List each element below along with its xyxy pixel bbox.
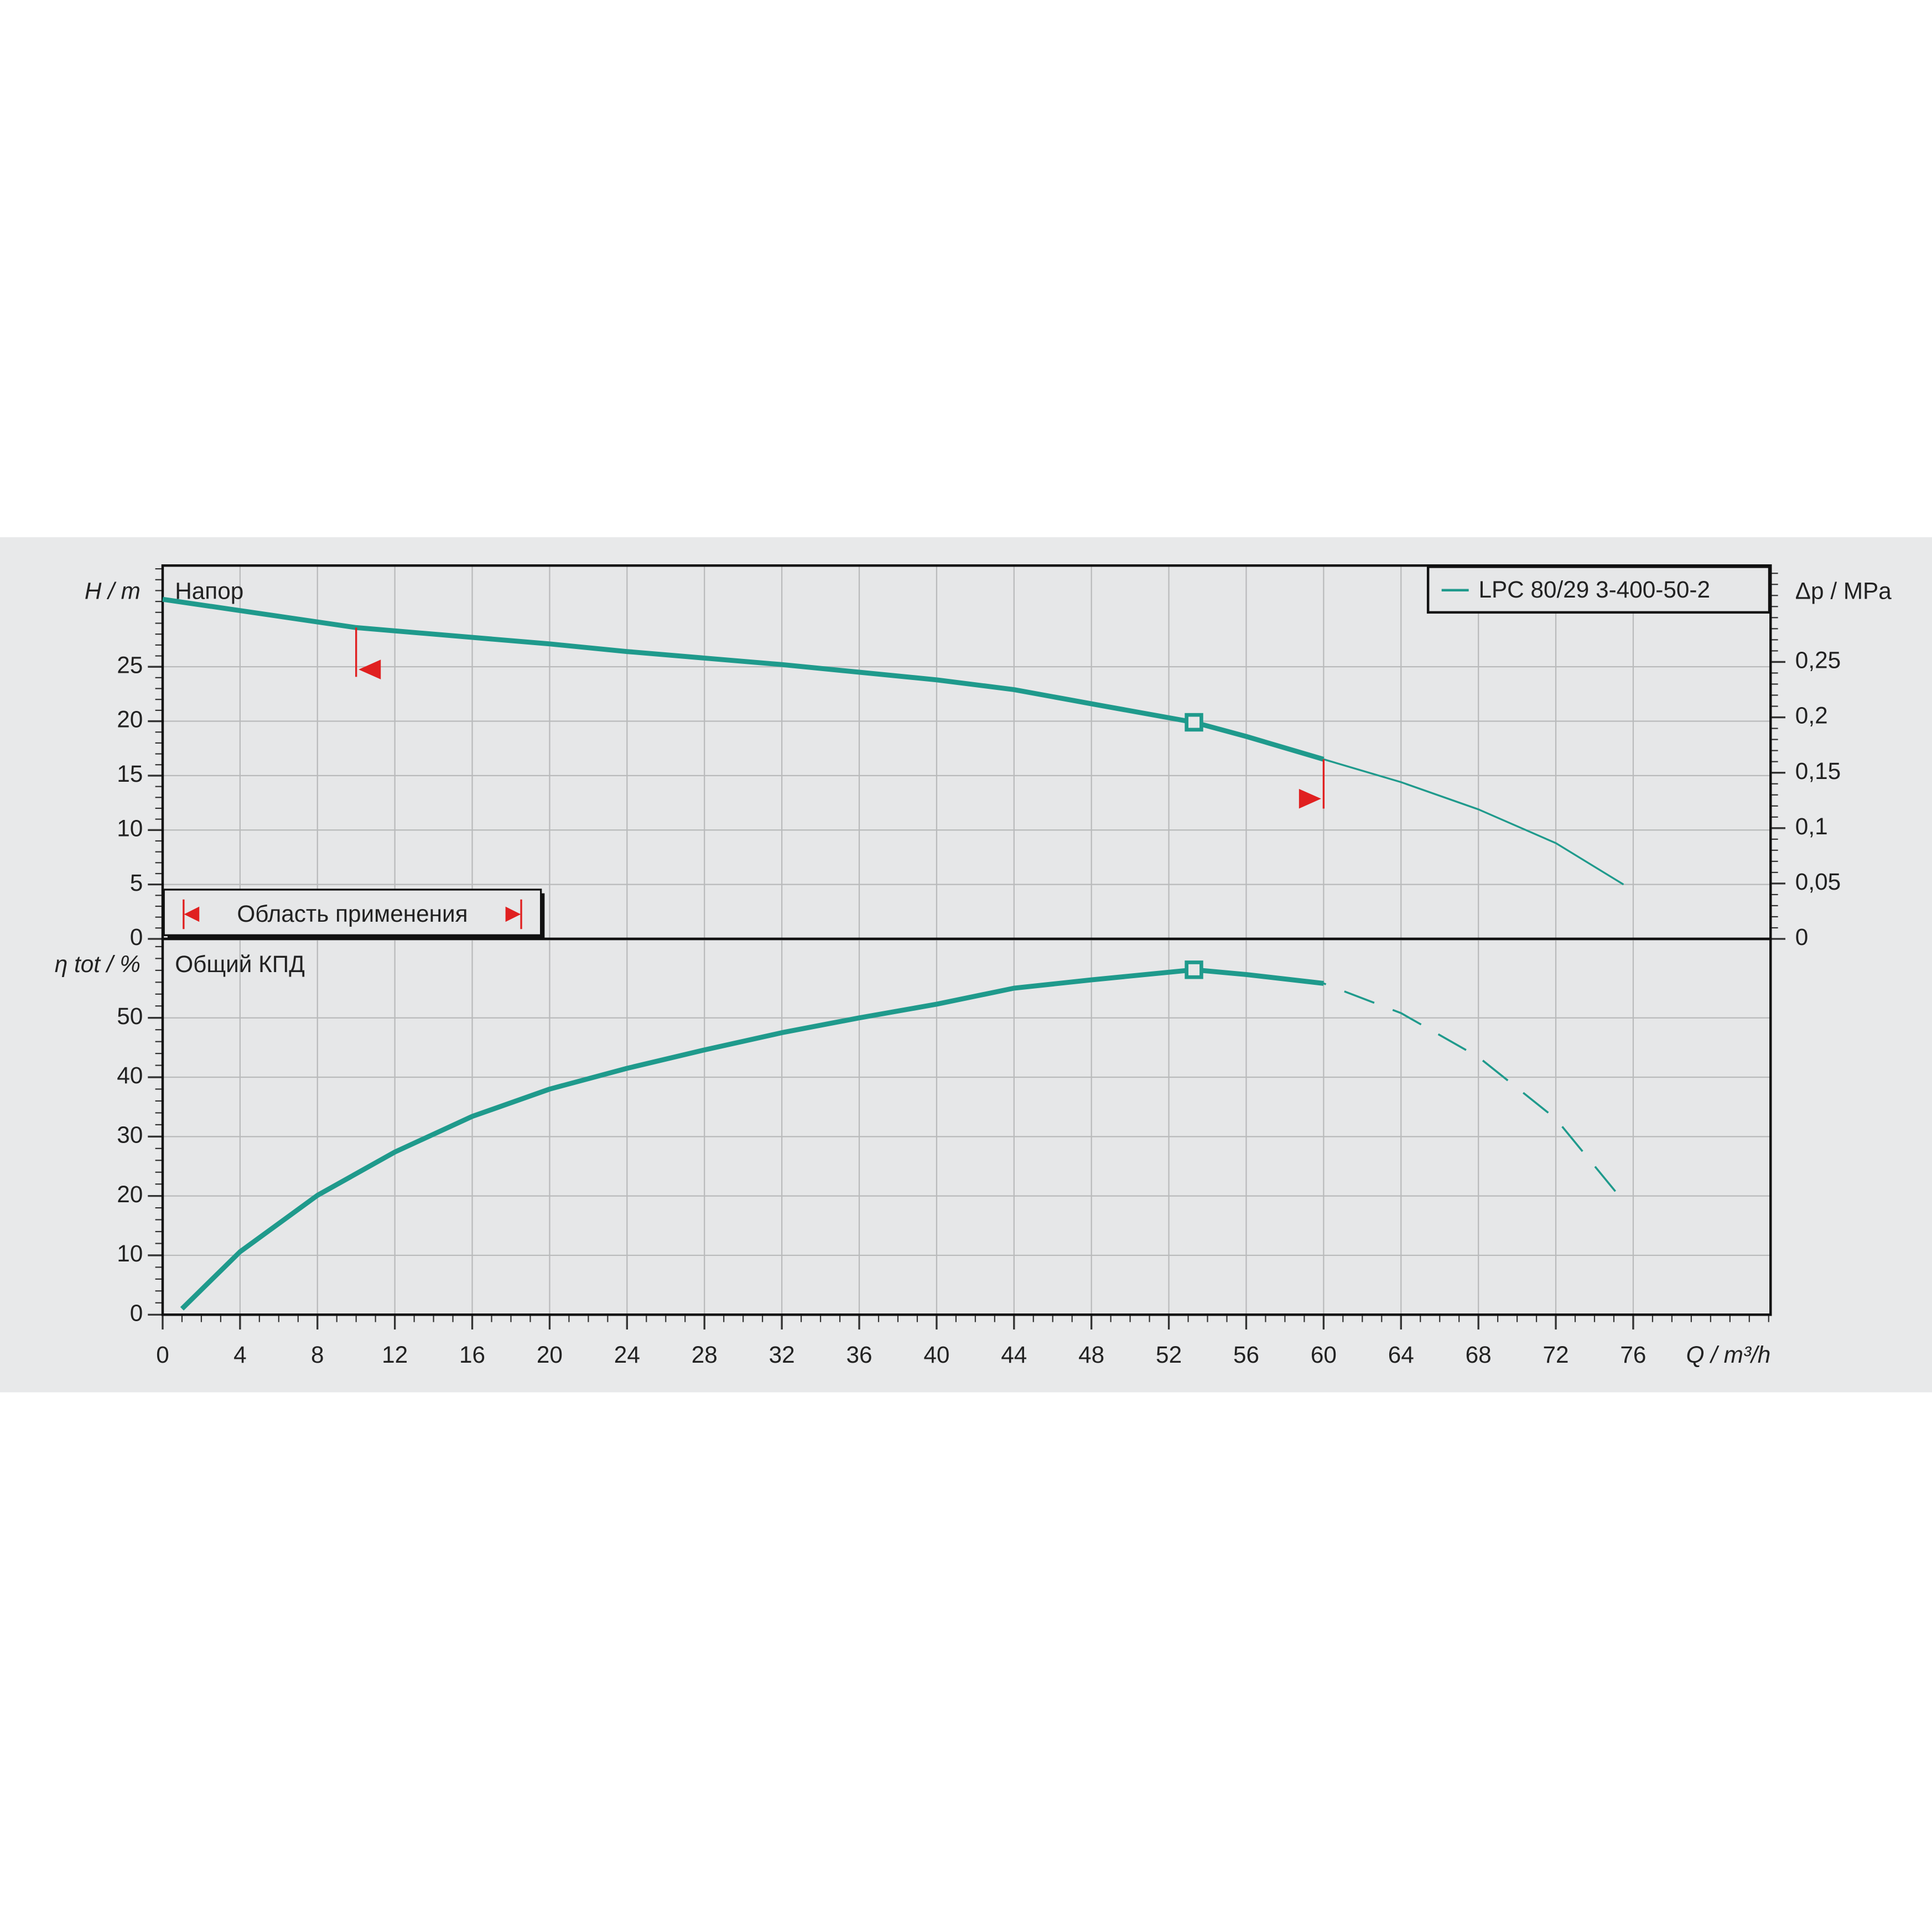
x-tick-label: 12	[382, 1342, 408, 1368]
x-tick-label: 4	[233, 1342, 247, 1368]
y-axis-label: η tot / %	[55, 951, 141, 977]
y2-tick-label: 0,05	[1795, 869, 1841, 895]
x-tick-label: 32	[769, 1342, 795, 1368]
y-tick-label: 20	[117, 707, 143, 733]
x-tick-label: 72	[1543, 1342, 1569, 1368]
range-box	[163, 889, 542, 936]
curve-operating	[162, 596, 1325, 762]
subtitle: Общий КПД	[175, 951, 305, 977]
x-tick-label: 64	[1388, 1342, 1414, 1368]
y-tick-label: 15	[117, 761, 143, 787]
duty-point	[1185, 960, 1203, 979]
x-tick-label: 24	[614, 1342, 640, 1368]
x-tick-label: 36	[846, 1342, 872, 1368]
range-box-icon	[183, 899, 200, 929]
x-tick-label: 60	[1311, 1342, 1337, 1368]
curve-operating	[180, 967, 1324, 1311]
y2-tick-label: 0,15	[1795, 758, 1841, 784]
x-tick-label: 44	[1001, 1342, 1027, 1368]
y-tick-label: 10	[117, 1240, 143, 1266]
range-arrow	[359, 659, 381, 679]
legend-box	[1426, 565, 1771, 614]
y-tick-label: 20	[117, 1181, 143, 1207]
y-tick-label: 30	[117, 1122, 143, 1148]
range-arrow	[1299, 788, 1321, 809]
y-tick-label: 10	[117, 815, 143, 841]
y2-tick-label: 0	[1795, 924, 1809, 950]
y-tick-label: 0	[130, 1300, 143, 1326]
y-tick-label: 25	[117, 652, 143, 678]
x-tick-label: 48	[1078, 1342, 1104, 1368]
range-label: Область применения	[237, 901, 468, 927]
x-tick-label: 40	[923, 1342, 949, 1368]
range-box-icon	[505, 899, 522, 929]
y2-tick-label: 0,25	[1795, 647, 1841, 673]
x-tick-label: 20	[537, 1342, 563, 1368]
y-tick-label: 40	[117, 1062, 143, 1088]
y2-tick-label: 0,1	[1795, 813, 1828, 839]
x-tick-label: 76	[1620, 1342, 1646, 1368]
x-tick-label: 16	[459, 1342, 485, 1368]
plot-frame	[161, 937, 1772, 1316]
y-tick-label: 0	[130, 924, 143, 950]
x-tick-label: 0	[156, 1342, 169, 1368]
x-tick-label: 8	[311, 1342, 324, 1368]
y2-axis-label: Δp / MPa	[1795, 578, 1892, 604]
y-tick-label: 5	[130, 870, 143, 896]
subtitle: Напор	[175, 578, 243, 604]
y-tick-label: 50	[117, 1003, 143, 1029]
y2-tick-label: 0,2	[1795, 703, 1828, 729]
x-tick-label: 28	[692, 1342, 718, 1368]
x-axis-label: Q / m³/h	[1686, 1342, 1771, 1368]
x-tick-label: 52	[1156, 1342, 1182, 1368]
duty-point	[1185, 713, 1203, 732]
y-axis-label: H / m	[85, 578, 141, 604]
x-tick-label: 56	[1233, 1342, 1259, 1368]
legend-label: LPC 80/29 3-400-50-2	[1478, 577, 1710, 603]
x-tick-label: 68	[1466, 1342, 1492, 1368]
